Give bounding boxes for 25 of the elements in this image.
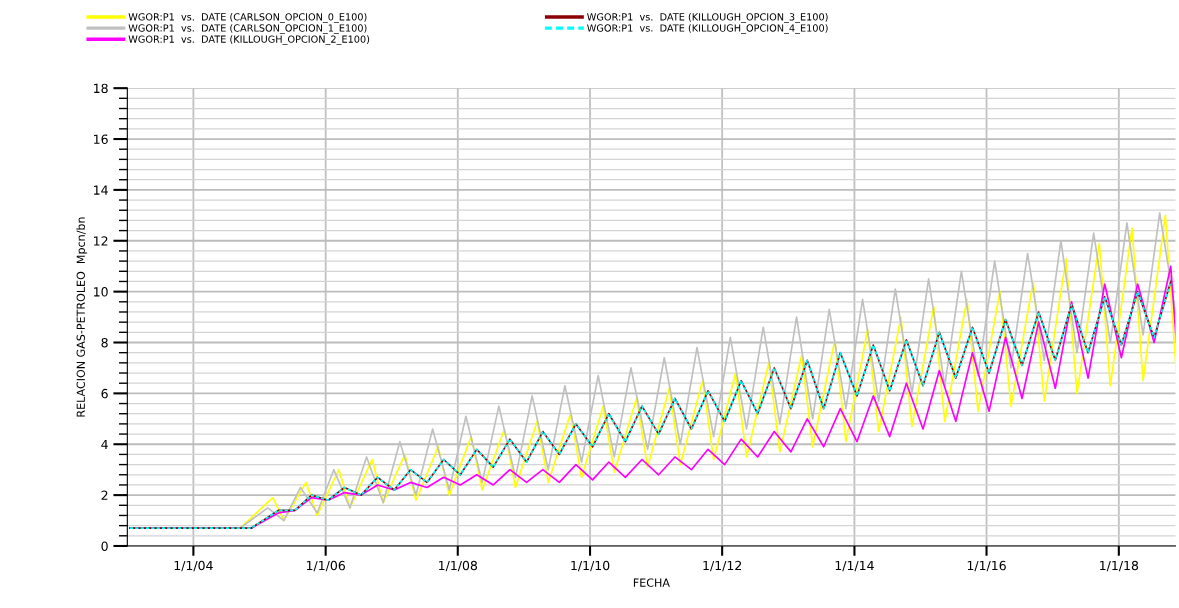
legend-label: WGOR:P1 vs. DATE (CARLSON_OPCION_1_E100) [128, 24, 367, 34]
x-tick-label: 1/1/12 [703, 560, 742, 572]
legend-label: WGOR:P1 vs. DATE (KILLOUGH_OPCION_3_E100) [587, 13, 828, 23]
x-tick-label: 1/1/04 [174, 560, 213, 572]
x-tick-label: 1/1/16 [967, 560, 1006, 572]
x-tick-label: 1/1/10 [571, 560, 610, 572]
y-axis-title: RELACION GAS-PETROLEO Mpcn/bn [76, 217, 88, 417]
y-tick-label: 18 [94, 83, 108, 94]
y-tick-label: 8 [101, 337, 108, 348]
y-tick-label: 14 [94, 185, 108, 195]
y-tick-label: 4 [101, 439, 108, 449]
y-tick-label: 6 [101, 388, 108, 399]
legend-label: WGOR:P1 vs. DATE (CARLSON_OPCION_0_E100) [128, 13, 367, 23]
legend-label: WGOR:P1 vs. DATE (KILLOUGH_OPCION_4_E100) [587, 24, 828, 34]
x-tick-label: 1/1/08 [439, 560, 478, 572]
x-axis-title: FECHA [633, 578, 670, 587]
y-tick-label: 16 [94, 134, 108, 144]
x-tick-label: 1/1/18 [1100, 560, 1139, 572]
legend-label: WGOR:P1 vs. DATE (KILLOUGH_OPCION_2_E100) [128, 35, 370, 45]
y-tick-label: 2 [101, 490, 108, 500]
y-tick-label: 0 [101, 541, 108, 551]
x-tick-label: 1/1/14 [835, 560, 874, 572]
x-tick-label: 1/1/06 [306, 560, 345, 572]
y-tick-label: 10 [94, 287, 108, 297]
y-tick-label: 12 [94, 236, 108, 246]
